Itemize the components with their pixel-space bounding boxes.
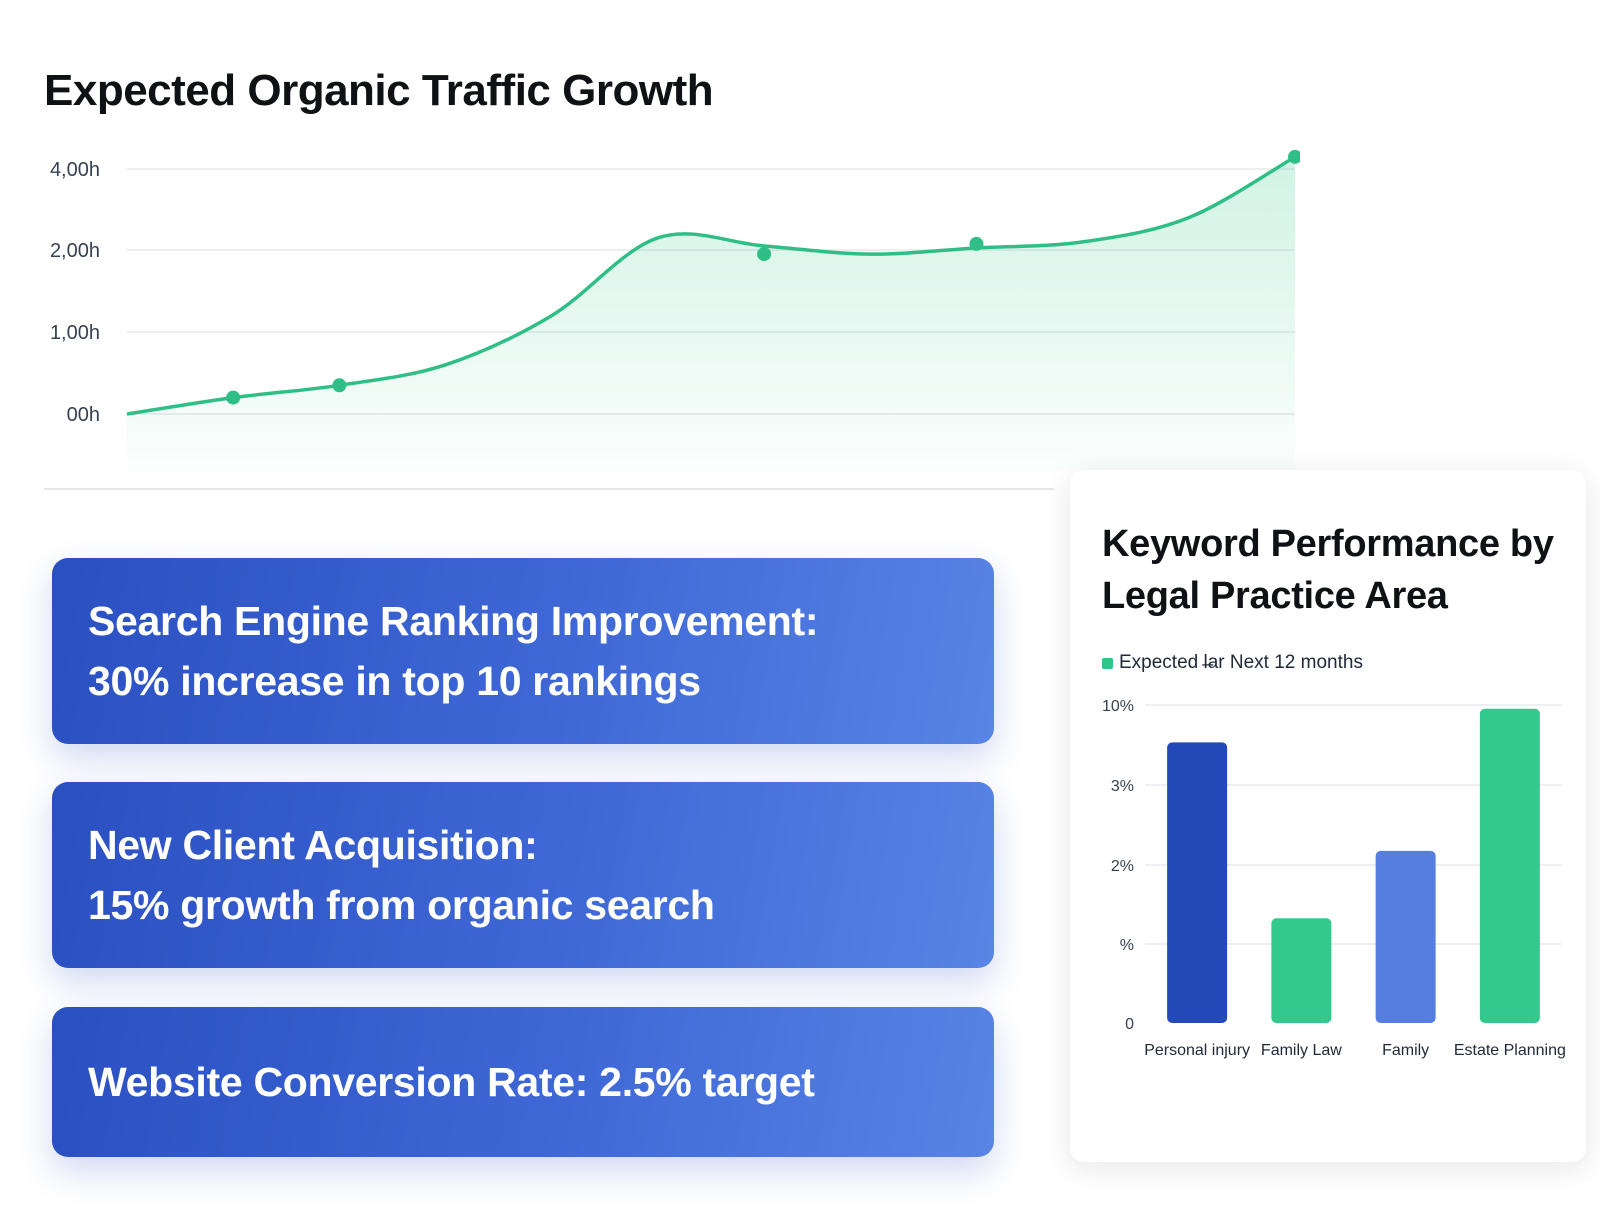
bar-estate-planning <box>1479 708 1540 1023</box>
y-tick-label: 10% <box>1102 698 1134 715</box>
kpi-ranking-value: 30% increase in top 10 rankings <box>88 658 701 704</box>
traffic-area <box>127 156 1295 470</box>
kpi-conversion-label: Website Conversion Rate: 2.5% target <box>88 1059 815 1105</box>
keyword-chart-title: Keyword Performance by Legal Practice Ar… <box>1102 523 1554 617</box>
y-tick-label: 2% <box>1111 858 1134 875</box>
y-tick-label: 1,00h <box>50 322 100 344</box>
y-tick-label: 00h <box>67 404 100 426</box>
section-divider <box>44 488 1054 490</box>
x-tick-label: Family <box>1382 1042 1429 1059</box>
data-point <box>757 247 772 262</box>
keyword-performance-card: Keyword Performance by Legal Practice Ar… <box>1070 470 1586 1162</box>
y-tick-label: 3% <box>1111 778 1134 795</box>
bar-personal-injury <box>1167 742 1228 1023</box>
bar-family-law <box>1271 918 1332 1023</box>
traffic-line <box>126 155 1296 416</box>
legend-label: Expected l̶ar Next 12 months <box>1119 652 1363 673</box>
y-tick-label: 4,00h <box>50 159 100 181</box>
kpi-acquisition-label: New Client Acquisition: <box>88 822 538 868</box>
x-tick-label: Estate Planning <box>1454 1042 1566 1059</box>
x-tick-label: Personal injury <box>1144 1042 1250 1059</box>
y-tick-label: 2,00h <box>50 240 100 262</box>
data-point <box>226 390 241 405</box>
x-tick-label: Family Law <box>1261 1042 1342 1059</box>
y-tick-label: 0 <box>1125 1016 1134 1033</box>
data-point <box>1288 149 1300 164</box>
kpi-ranking-label: Search Engine Ranking Improvement: <box>88 598 819 644</box>
kpi-acquisition-value: 15% growth from organic search <box>88 882 715 928</box>
keyword-bar-chart: 0% 2% 3% 10% Personal injury Family Law Family… <box>1102 698 1566 1059</box>
y-tick-label: % <box>1120 937 1134 954</box>
data-point <box>332 378 347 393</box>
kpi-card-ranking: Search Engine Ranking Improvement: 30% i… <box>52 558 994 744</box>
kpi-card-client-acquisition: New Client Acquisition: 15% growth from … <box>52 782 994 968</box>
legend-swatch <box>1102 657 1113 669</box>
data-point <box>969 236 984 251</box>
bar-family <box>1375 850 1436 1023</box>
kpi-card-conversion-rate: Website Conversion Rate: 2.5% target <box>52 1007 994 1157</box>
keyword-chart-legend: Expected l̶ar Next 12 months <box>1102 652 1363 674</box>
traffic-line-chart: 00h 1,00h 2,00h 4,00h <box>50 149 1300 470</box>
traffic-chart-title: Expected Organic Traffic Growth <box>44 66 714 115</box>
